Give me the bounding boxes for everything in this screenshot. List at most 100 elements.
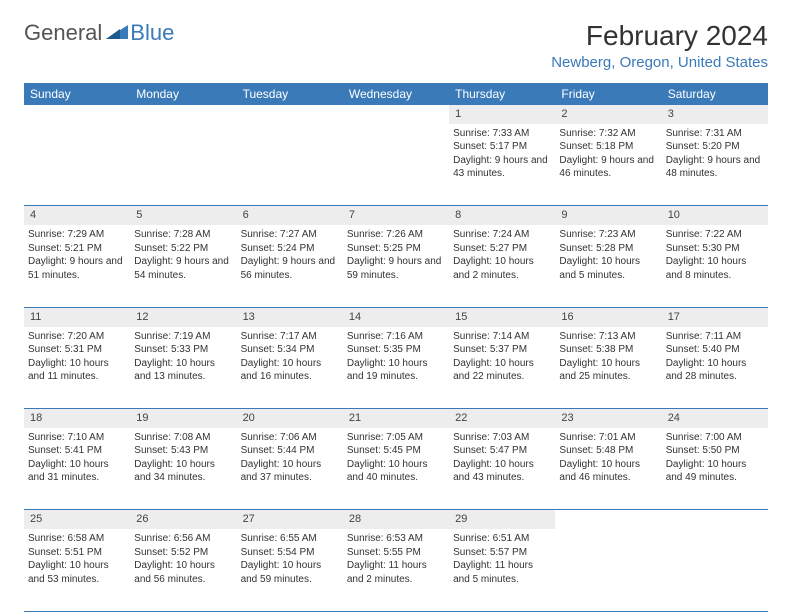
daylight-line: Daylight: 10 hours and 43 minutes. bbox=[453, 458, 551, 485]
day-header: Friday bbox=[555, 83, 661, 105]
day-number-cell: 17 bbox=[662, 307, 768, 326]
day-cell: Sunrise: 7:17 AMSunset: 5:34 PMDaylight:… bbox=[237, 327, 343, 409]
day-cell: Sunrise: 7:32 AMSunset: 5:18 PMDaylight:… bbox=[555, 124, 661, 206]
daylight-line: Daylight: 11 hours and 5 minutes. bbox=[453, 559, 551, 586]
daynum-row: 123 bbox=[24, 105, 768, 124]
daylight-line: Daylight: 9 hours and 43 minutes. bbox=[453, 154, 551, 181]
daylight-line: Daylight: 10 hours and 37 minutes. bbox=[241, 458, 339, 485]
daylight-line: Daylight: 10 hours and 8 minutes. bbox=[666, 255, 764, 282]
sunrise-line: Sunrise: 6:55 AM bbox=[241, 532, 339, 546]
day-cell: Sunrise: 7:11 AMSunset: 5:40 PMDaylight:… bbox=[662, 327, 768, 409]
day-number-cell bbox=[24, 105, 130, 124]
sunrise-line: Sunrise: 7:28 AM bbox=[134, 228, 232, 242]
day-number-cell: 22 bbox=[449, 409, 555, 428]
day-number-cell: 3 bbox=[662, 105, 768, 124]
day-cell: Sunrise: 7:27 AMSunset: 5:24 PMDaylight:… bbox=[237, 225, 343, 307]
day-cell bbox=[662, 529, 768, 611]
daylight-line: Daylight: 10 hours and 22 minutes. bbox=[453, 357, 551, 384]
week-content-row: Sunrise: 7:20 AMSunset: 5:31 PMDaylight:… bbox=[24, 327, 768, 409]
sunset-line: Sunset: 5:44 PM bbox=[241, 444, 339, 458]
sunrise-line: Sunrise: 7:01 AM bbox=[559, 431, 657, 445]
sunset-line: Sunset: 5:52 PM bbox=[134, 546, 232, 560]
day-cell bbox=[130, 124, 236, 206]
sunrise-line: Sunrise: 7:26 AM bbox=[347, 228, 445, 242]
sunset-line: Sunset: 5:55 PM bbox=[347, 546, 445, 560]
sunrise-line: Sunrise: 7:00 AM bbox=[666, 431, 764, 445]
day-number-cell: 5 bbox=[130, 206, 236, 225]
page-header: General Blue February 2024 Newberg, Oreg… bbox=[24, 20, 768, 71]
day-number-cell: 27 bbox=[237, 510, 343, 529]
day-number-cell: 19 bbox=[130, 409, 236, 428]
sunrise-line: Sunrise: 7:14 AM bbox=[453, 330, 551, 344]
day-cell: Sunrise: 7:05 AMSunset: 5:45 PMDaylight:… bbox=[343, 428, 449, 510]
daylight-line: Daylight: 10 hours and 5 minutes. bbox=[559, 255, 657, 282]
sunset-line: Sunset: 5:17 PM bbox=[453, 140, 551, 154]
sunset-line: Sunset: 5:38 PM bbox=[559, 343, 657, 357]
location: Newberg, Oregon, United States bbox=[551, 54, 768, 71]
sunset-line: Sunset: 5:40 PM bbox=[666, 343, 764, 357]
day-number-cell bbox=[662, 510, 768, 529]
day-number-cell: 11 bbox=[24, 307, 130, 326]
daylight-line: Daylight: 10 hours and 11 minutes. bbox=[28, 357, 126, 384]
sunrise-line: Sunrise: 7:20 AM bbox=[28, 330, 126, 344]
sunset-line: Sunset: 5:50 PM bbox=[666, 444, 764, 458]
day-number-cell bbox=[130, 105, 236, 124]
sunset-line: Sunset: 5:25 PM bbox=[347, 242, 445, 256]
daylight-line: Daylight: 10 hours and 28 minutes. bbox=[666, 357, 764, 384]
sunset-line: Sunset: 5:24 PM bbox=[241, 242, 339, 256]
daylight-line: Daylight: 11 hours and 2 minutes. bbox=[347, 559, 445, 586]
day-number-cell: 20 bbox=[237, 409, 343, 428]
sunset-line: Sunset: 5:22 PM bbox=[134, 242, 232, 256]
sunrise-line: Sunrise: 7:08 AM bbox=[134, 431, 232, 445]
day-cell: Sunrise: 7:19 AMSunset: 5:33 PMDaylight:… bbox=[130, 327, 236, 409]
day-cell: Sunrise: 7:29 AMSunset: 5:21 PMDaylight:… bbox=[24, 225, 130, 307]
day-number-cell: 16 bbox=[555, 307, 661, 326]
daylight-line: Daylight: 10 hours and 2 minutes. bbox=[453, 255, 551, 282]
sunrise-line: Sunrise: 6:58 AM bbox=[28, 532, 126, 546]
sunrise-line: Sunrise: 7:11 AM bbox=[666, 330, 764, 344]
day-number-cell: 21 bbox=[343, 409, 449, 428]
week-content-row: Sunrise: 7:29 AMSunset: 5:21 PMDaylight:… bbox=[24, 225, 768, 307]
day-number-cell: 9 bbox=[555, 206, 661, 225]
day-cell: Sunrise: 7:14 AMSunset: 5:37 PMDaylight:… bbox=[449, 327, 555, 409]
day-number-cell bbox=[343, 105, 449, 124]
sunrise-line: Sunrise: 7:29 AM bbox=[28, 228, 126, 242]
day-header: Tuesday bbox=[237, 83, 343, 105]
day-number-cell: 8 bbox=[449, 206, 555, 225]
sunrise-line: Sunrise: 6:53 AM bbox=[347, 532, 445, 546]
day-cell: Sunrise: 7:10 AMSunset: 5:41 PMDaylight:… bbox=[24, 428, 130, 510]
logo-text-general: General bbox=[24, 20, 102, 46]
week-content-row: Sunrise: 6:58 AMSunset: 5:51 PMDaylight:… bbox=[24, 529, 768, 611]
sunrise-line: Sunrise: 7:24 AM bbox=[453, 228, 551, 242]
daylight-line: Daylight: 9 hours and 48 minutes. bbox=[666, 154, 764, 181]
day-header: Monday bbox=[130, 83, 236, 105]
daylight-line: Daylight: 9 hours and 59 minutes. bbox=[347, 255, 445, 282]
day-cell: Sunrise: 6:53 AMSunset: 5:55 PMDaylight:… bbox=[343, 529, 449, 611]
day-header: Sunday bbox=[24, 83, 130, 105]
daylight-line: Daylight: 9 hours and 54 minutes. bbox=[134, 255, 232, 282]
day-cell: Sunrise: 7:06 AMSunset: 5:44 PMDaylight:… bbox=[237, 428, 343, 510]
day-number-cell bbox=[555, 510, 661, 529]
day-cell: Sunrise: 7:20 AMSunset: 5:31 PMDaylight:… bbox=[24, 327, 130, 409]
sunset-line: Sunset: 5:37 PM bbox=[453, 343, 551, 357]
sunset-line: Sunset: 5:45 PM bbox=[347, 444, 445, 458]
day-header: Wednesday bbox=[343, 83, 449, 105]
week-content-row: Sunrise: 7:10 AMSunset: 5:41 PMDaylight:… bbox=[24, 428, 768, 510]
day-number-cell: 15 bbox=[449, 307, 555, 326]
sunrise-line: Sunrise: 7:27 AM bbox=[241, 228, 339, 242]
sunset-line: Sunset: 5:35 PM bbox=[347, 343, 445, 357]
day-cell: Sunrise: 7:13 AMSunset: 5:38 PMDaylight:… bbox=[555, 327, 661, 409]
sunset-line: Sunset: 5:31 PM bbox=[28, 343, 126, 357]
day-number-cell: 29 bbox=[449, 510, 555, 529]
day-number-cell: 26 bbox=[130, 510, 236, 529]
sunset-line: Sunset: 5:41 PM bbox=[28, 444, 126, 458]
sunset-line: Sunset: 5:33 PM bbox=[134, 343, 232, 357]
day-cell bbox=[237, 124, 343, 206]
sunrise-line: Sunrise: 7:17 AM bbox=[241, 330, 339, 344]
day-cell: Sunrise: 7:22 AMSunset: 5:30 PMDaylight:… bbox=[662, 225, 768, 307]
sunset-line: Sunset: 5:34 PM bbox=[241, 343, 339, 357]
day-number-cell: 10 bbox=[662, 206, 768, 225]
day-cell: Sunrise: 6:58 AMSunset: 5:51 PMDaylight:… bbox=[24, 529, 130, 611]
day-header-row: SundayMondayTuesdayWednesdayThursdayFrid… bbox=[24, 83, 768, 105]
daylight-line: Daylight: 10 hours and 59 minutes. bbox=[241, 559, 339, 586]
